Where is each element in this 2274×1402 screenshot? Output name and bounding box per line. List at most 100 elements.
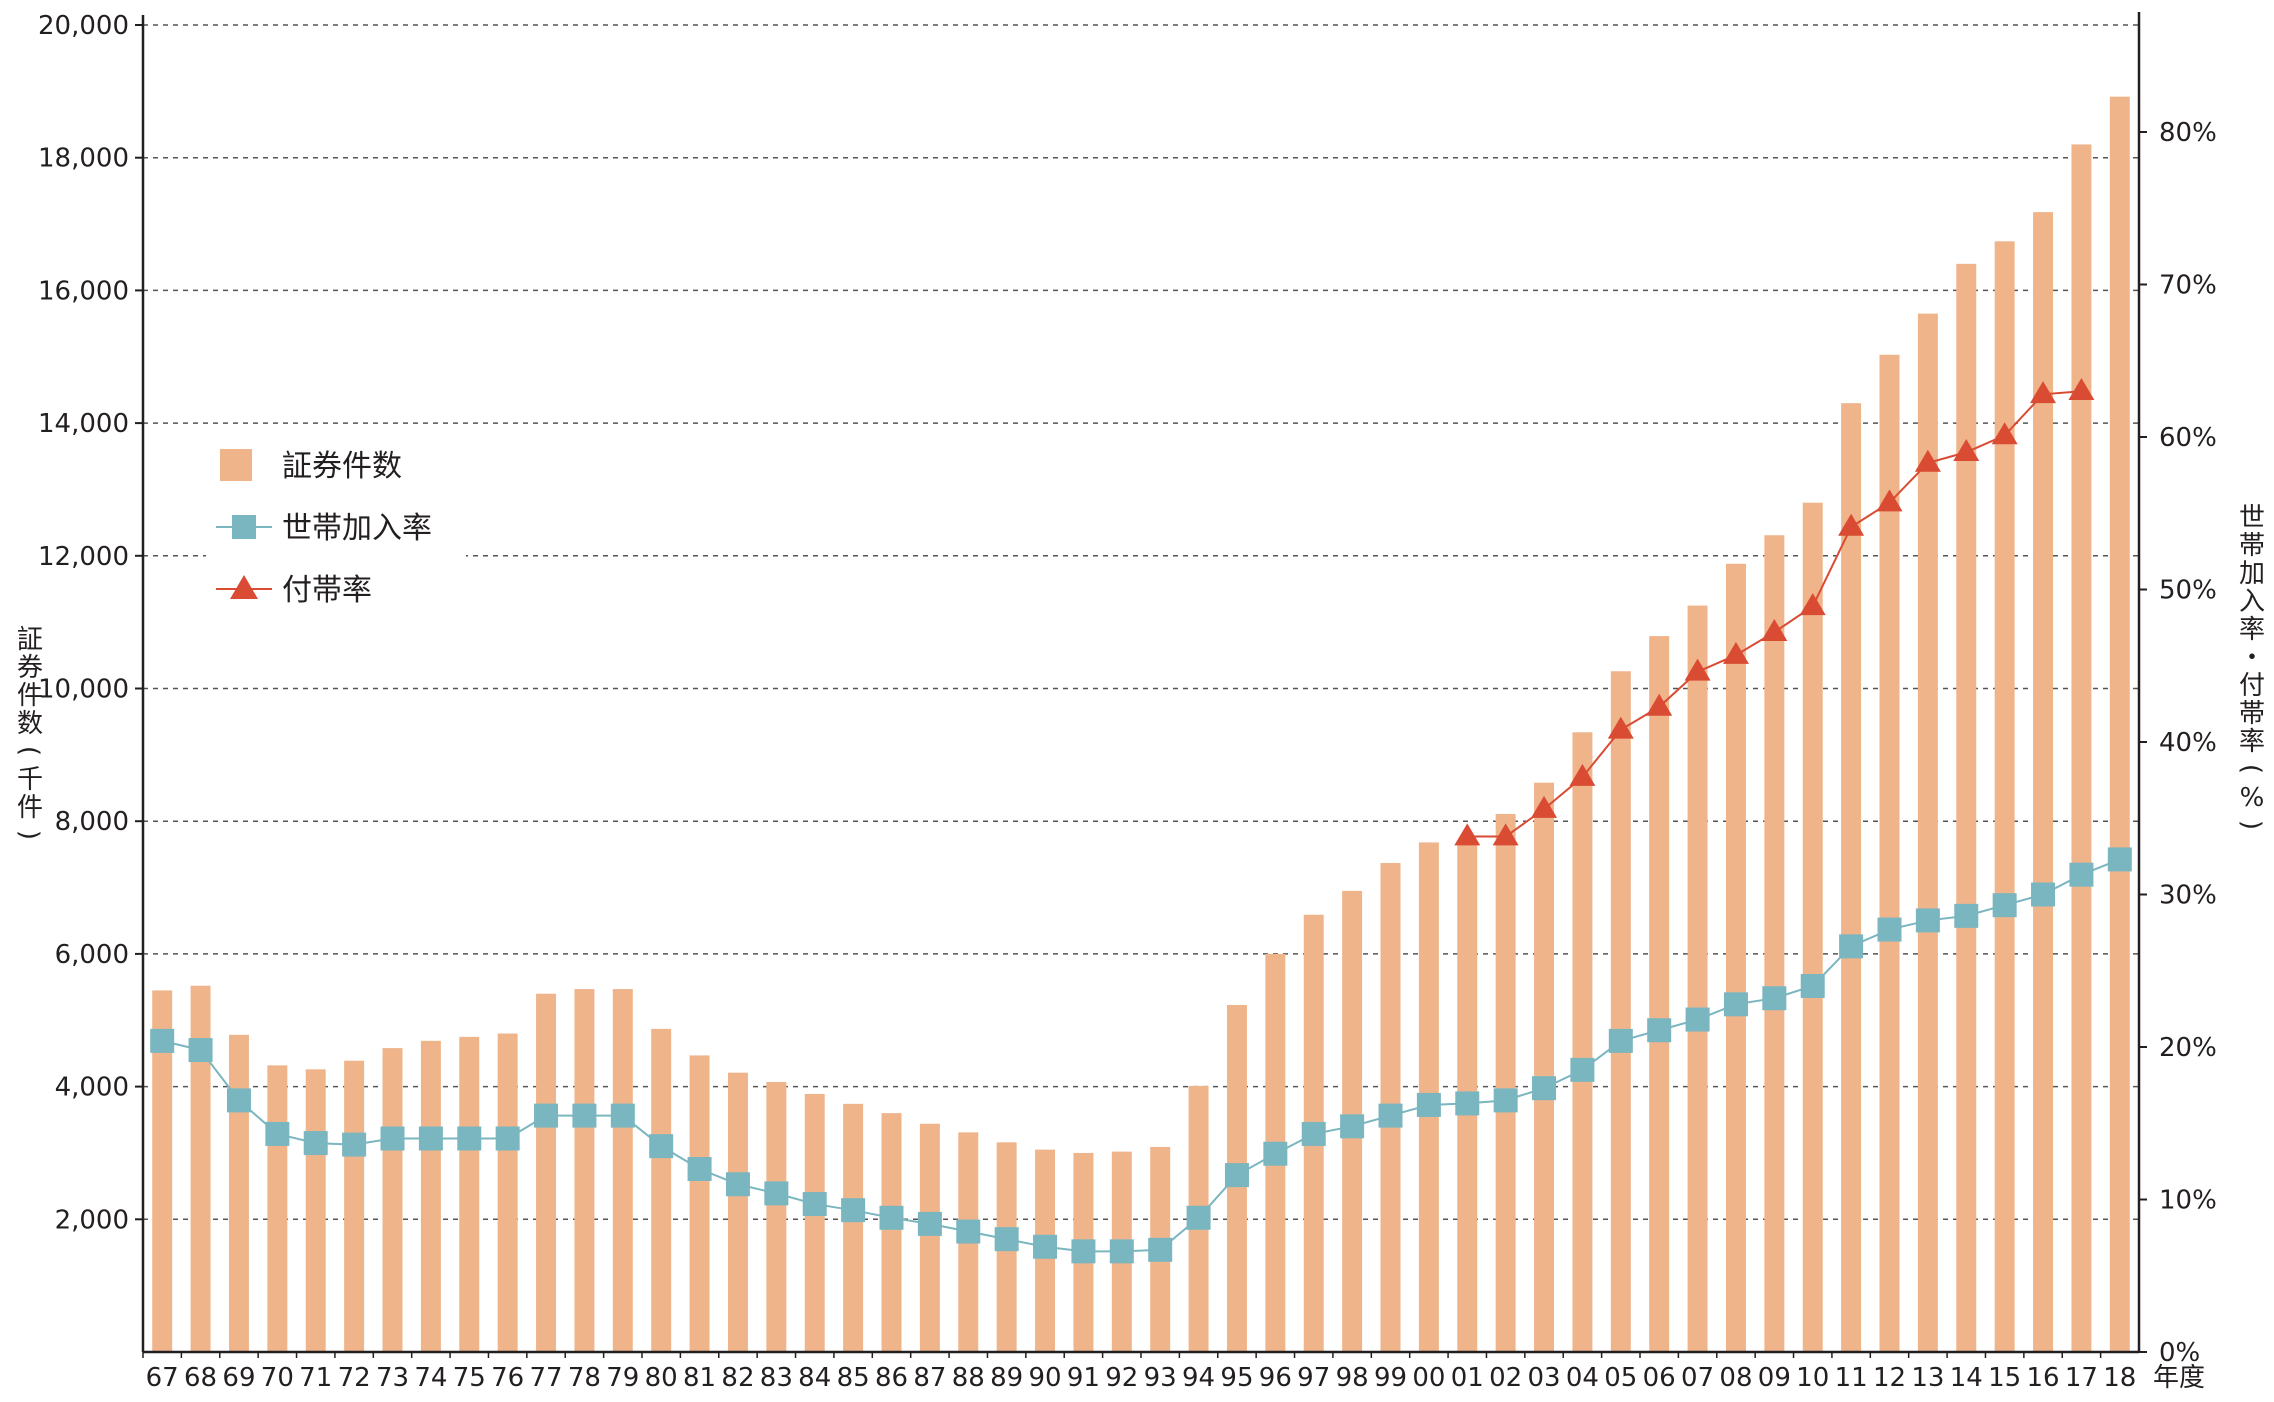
x-tick-label-14: 14 — [1950, 1363, 1983, 1393]
marker-世帯加入率-90 — [1033, 1234, 1058, 1259]
x-tick-label-82: 82 — [721, 1363, 754, 1393]
marker-世帯加入率-79 — [610, 1103, 635, 1128]
x-tick-label-99: 99 — [1374, 1363, 1407, 1393]
marker-世帯加入率-88 — [956, 1219, 981, 1244]
x-tick-label-12: 12 — [1873, 1363, 1906, 1393]
x-tick-label-68: 68 — [184, 1363, 217, 1393]
right-axis-title-char: 帯 — [2239, 699, 2265, 729]
right-tick-label-50: 50% — [2159, 576, 2217, 606]
right-tick-label-80: 80% — [2159, 118, 2217, 148]
marker-世帯加入率-75 — [457, 1126, 482, 1151]
bar-02 — [1495, 813, 1516, 1352]
left-tick-label-2000: 2,000 — [55, 1205, 129, 1235]
marker-世帯加入率-07 — [1685, 1007, 1710, 1032]
bar-74 — [420, 1040, 441, 1352]
bar-05 — [1610, 671, 1631, 1352]
marker-世帯加入率-84 — [802, 1192, 827, 1217]
bar-17 — [2071, 144, 2092, 1353]
x-tick-label-16: 16 — [2026, 1363, 2059, 1393]
left-axis-title-char: 千 — [17, 765, 43, 795]
bar-04 — [1572, 732, 1593, 1352]
x-tick-label-13: 13 — [1911, 1363, 1944, 1393]
x-tick-label-04: 04 — [1566, 1363, 1599, 1393]
marker-世帯加入率-17 — [2069, 862, 2094, 887]
bar-06 — [1649, 636, 1670, 1352]
right-axis-title-char: % — [2240, 783, 2265, 813]
x-axis-title: 年度 — [2153, 1363, 2205, 1393]
x-tick-label-85: 85 — [837, 1363, 870, 1393]
marker-世帯加入率-10 — [1800, 974, 1825, 998]
x-tick-label-05: 05 — [1604, 1363, 1637, 1393]
marker-世帯加入率-85 — [841, 1198, 866, 1223]
bar-70 — [267, 1065, 288, 1352]
marker-付帯率-14 — [1953, 439, 1980, 462]
left-tick-label-12000: 12,000 — [38, 542, 129, 572]
marker-世帯加入率-00 — [1416, 1092, 1441, 1117]
marker-世帯加入率-72 — [342, 1132, 367, 1157]
left-axis-title-char: ) — [14, 830, 44, 840]
legend-marker-付帯率 — [230, 575, 258, 599]
marker-世帯加入率-16 — [2031, 882, 2056, 907]
bar-16 — [2033, 212, 2054, 1353]
marker-世帯加入率-77 — [534, 1103, 559, 1128]
left-tick-label-10000: 10,000 — [38, 675, 129, 705]
left-tick-label-20000: 20,000 — [38, 11, 129, 41]
marker-世帯加入率-18 — [2107, 847, 2132, 872]
bar-75 — [459, 1036, 480, 1352]
right-axis-title-char: 率 — [2239, 727, 2265, 757]
bar-11 — [1841, 403, 1862, 1352]
x-tick-label-86: 86 — [875, 1363, 908, 1393]
x-tick-label-92: 92 — [1105, 1363, 1138, 1393]
right-axis-title-char: 率 — [2239, 615, 2265, 645]
bar-68 — [190, 985, 211, 1352]
bar-69 — [228, 1034, 249, 1352]
x-tick-label-08: 08 — [1719, 1363, 1752, 1393]
right-axis-title-char: 付 — [2239, 671, 2265, 701]
right-axis-title-char: 加 — [2239, 559, 2265, 589]
x-tick-label-89: 89 — [990, 1363, 1023, 1393]
bar-67 — [152, 990, 173, 1352]
marker-世帯加入率-81 — [687, 1157, 712, 1181]
marker-付帯率-12 — [1876, 489, 1903, 512]
bar-83 — [766, 1081, 787, 1352]
bar-08 — [1725, 563, 1746, 1352]
bar-85 — [843, 1103, 864, 1352]
right-axis-title-char: 世 — [2239, 503, 2265, 533]
marker-世帯加入率-93 — [1148, 1237, 1173, 1262]
marker-付帯率-17 — [2068, 378, 2095, 401]
marker-世帯加入率-82 — [725, 1172, 750, 1197]
marker-世帯加入率-92 — [1109, 1239, 1134, 1264]
left-tick-label-14000: 14,000 — [38, 409, 129, 439]
marker-世帯加入率-87 — [917, 1211, 942, 1236]
x-tick-label-09: 09 — [1758, 1363, 1791, 1393]
left-tick-label-8000: 8,000 — [55, 807, 129, 837]
left-axis-title-char: 件 — [17, 681, 43, 711]
marker-世帯加入率-09 — [1762, 986, 1787, 1011]
marker-世帯加入率-05 — [1608, 1028, 1633, 1053]
x-tick-label-18: 18 — [2103, 1363, 2136, 1393]
bar-76 — [497, 1033, 518, 1352]
bar-72 — [344, 1060, 365, 1352]
gridlines — [143, 24, 2139, 1221]
right-tick-label-60: 60% — [2159, 423, 2217, 453]
marker-世帯加入率-70 — [265, 1121, 290, 1146]
right-tick-label-10: 10% — [2159, 1186, 2217, 1216]
legend-marker-世帯加入率 — [232, 515, 256, 539]
marker-世帯加入率-76 — [495, 1126, 520, 1151]
left-tick-label-16000: 16,000 — [38, 276, 129, 306]
x-tick-label-72: 72 — [338, 1363, 371, 1393]
x-tick-label-84: 84 — [798, 1363, 831, 1393]
legend-label-証券件数: 証券件数 — [282, 449, 402, 484]
bars-证券件数 — [152, 96, 2130, 1353]
marker-付帯率-11 — [1838, 513, 1865, 536]
marker-付帯率-16 — [2030, 381, 2057, 404]
axes — [135, 12, 2147, 1358]
marker-付帯率-02 — [1492, 823, 1519, 846]
bar-80 — [651, 1028, 672, 1352]
marker-付帯率-03 — [1531, 795, 1558, 818]
x-tick-label-77: 77 — [529, 1363, 562, 1393]
bar-81 — [689, 1055, 710, 1352]
right-axis-title-char: ・ — [2239, 643, 2265, 673]
marker-付帯率-04 — [1569, 763, 1596, 786]
